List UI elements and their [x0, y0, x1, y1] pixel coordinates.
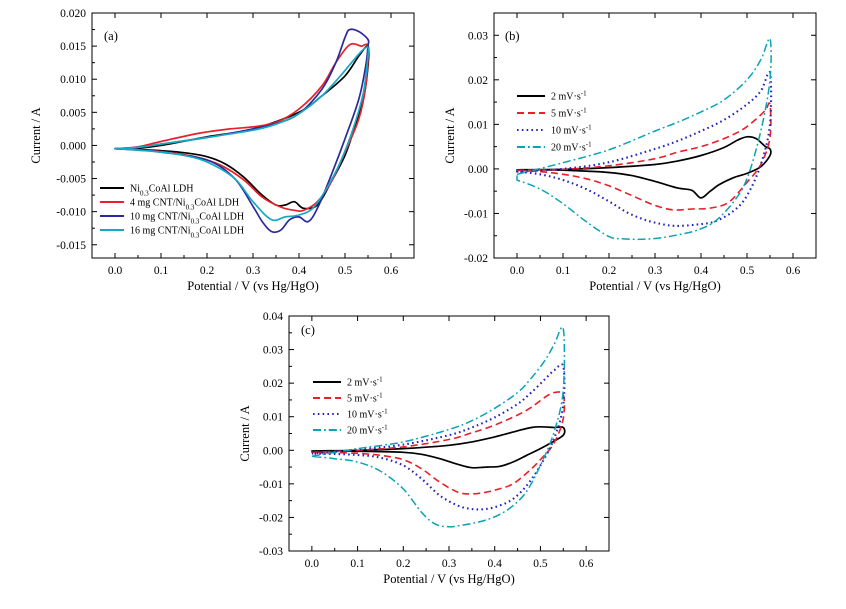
- chart-panel-2: 0.0 0.1 0.2 0.3 0.4 0.5 0.6 -0.03 -0.02 -0.01 0.00…: [238, 311, 610, 586]
- series-line-3: [114, 46, 370, 222]
- chart-panel-1: 0.0 0.1 0.2 0.3 0.4 0.5 0.6 -0.02 -0.01 0.00 0.01 0…: [443, 12, 817, 293]
- legend-entry-0: 2 mV·s-1: [347, 376, 383, 389]
- x-tick-label: 0.1: [350, 558, 365, 570]
- panel-label: (b): [505, 29, 520, 43]
- y-tick-label: 0.02: [468, 75, 488, 87]
- x-tick-label: 0.6: [579, 558, 594, 570]
- panel-label: (c): [301, 323, 315, 337]
- x-tick-label: 0.0: [510, 265, 525, 277]
- legend-entry-2: 10 mV·s-1: [347, 408, 388, 421]
- x-tick-label: 0.6: [786, 265, 801, 277]
- series-line-3: [311, 326, 566, 528]
- y-tick-label: -0.015: [56, 240, 86, 252]
- y-tick-label: -0.03: [259, 546, 283, 558]
- series-line-2: [310, 363, 566, 511]
- chart-panel-0: 0.0 0.1 0.2 0.3 0.4 0.5 0.6 -0.015 -0.010 -0.005 0…: [29, 8, 415, 293]
- y-tick-label: 0.005: [60, 107, 86, 119]
- legend-entry-3: 16 mg CNT/Ni0.3CoAl LDH: [130, 226, 244, 240]
- y-tick-label: 0.03: [263, 345, 283, 357]
- x-axis-title: Potential / V (vs Hg/HgO): [187, 279, 318, 293]
- x-tick-label: 0.1: [154, 265, 169, 277]
- y-axis-title: Current / A: [238, 405, 252, 461]
- y-tick-label: 0.00: [263, 445, 283, 457]
- legend-entry-2: 10 mV·s-1: [551, 124, 592, 137]
- x-tick-label: 0.1: [556, 265, 571, 277]
- x-tick-label: 0.4: [292, 265, 307, 277]
- y-tick-label: 0.01: [468, 119, 488, 131]
- y-tick-label: 0.010: [60, 74, 86, 86]
- x-tick-label: 0.2: [396, 558, 411, 570]
- x-tick-label: 0.3: [648, 265, 663, 277]
- series-line-0: [516, 135, 772, 199]
- y-tick-label: -0.010: [56, 207, 86, 219]
- y-axis-title: Current / A: [443, 107, 457, 163]
- x-tick-label: 0.4: [488, 558, 503, 570]
- y-tick-label: 0.04: [263, 311, 283, 323]
- y-tick-label: -0.01: [464, 208, 488, 220]
- legend-entry-3: 20 mV·s-1: [347, 424, 388, 437]
- y-tick-label: 0.015: [60, 41, 86, 53]
- plot-frame: [493, 12, 817, 259]
- x-axis-title: Potential / V (vs Hg/HgO): [589, 279, 720, 293]
- y-tick-label: 0.01: [263, 412, 283, 424]
- x-tick-label: 0.0: [108, 265, 123, 277]
- panel-label: (a): [104, 29, 118, 43]
- legend-entry-0: 2 mV·s-1: [551, 90, 587, 103]
- legend-entry-1: 5 mV·s-1: [347, 392, 383, 405]
- x-tick-label: 0.0: [305, 558, 320, 570]
- legend-entry-1: 4 mg CNT/Ni0.3CoAl LDH: [130, 198, 239, 212]
- x-tick-label: 0.3: [246, 265, 261, 277]
- legend-entry-1: 5 mV·s-1: [551, 107, 587, 120]
- legend-entry-0: Ni0.3CoAl LDH: [130, 184, 193, 198]
- y-tick-label: -0.005: [56, 174, 86, 186]
- x-tick-label: 0.2: [602, 265, 617, 277]
- x-tick-label: 0.5: [338, 265, 353, 277]
- y-tick-label: -0.02: [464, 253, 488, 265]
- x-tick-label: 0.2: [200, 265, 215, 277]
- series-line-1: [516, 102, 772, 211]
- y-tick-label: -0.01: [259, 479, 283, 491]
- y-tick-label: 0.000: [60, 140, 86, 152]
- y-tick-label: 0.00: [468, 164, 488, 176]
- x-tick-label: 0.4: [694, 265, 709, 277]
- x-tick-label: 0.6: [384, 265, 399, 277]
- plot-frame: [288, 315, 610, 552]
- y-tick-label: 0.020: [60, 8, 86, 20]
- y-tick-label: 0.02: [263, 378, 283, 390]
- x-tick-label: 0.5: [533, 558, 548, 570]
- y-tick-label: 0.03: [468, 30, 488, 42]
- legend-entry-3: 20 mV·s-1: [551, 141, 592, 154]
- y-axis-title: Current / A: [29, 107, 43, 163]
- series-line-3: [516, 37, 772, 241]
- series-line-1: [114, 42, 370, 212]
- series-line-1: [311, 391, 566, 495]
- y-tick-label: -0.02: [259, 512, 283, 524]
- x-tick-label: 0.3: [442, 558, 457, 570]
- x-tick-label: 0.5: [740, 265, 755, 277]
- legend-entry-2: 10 mg CNT/Ni0.3CoAl LDH: [130, 212, 244, 226]
- series-line-0: [311, 425, 566, 469]
- x-axis-title: Potential / V (vs Hg/HgO): [383, 572, 514, 586]
